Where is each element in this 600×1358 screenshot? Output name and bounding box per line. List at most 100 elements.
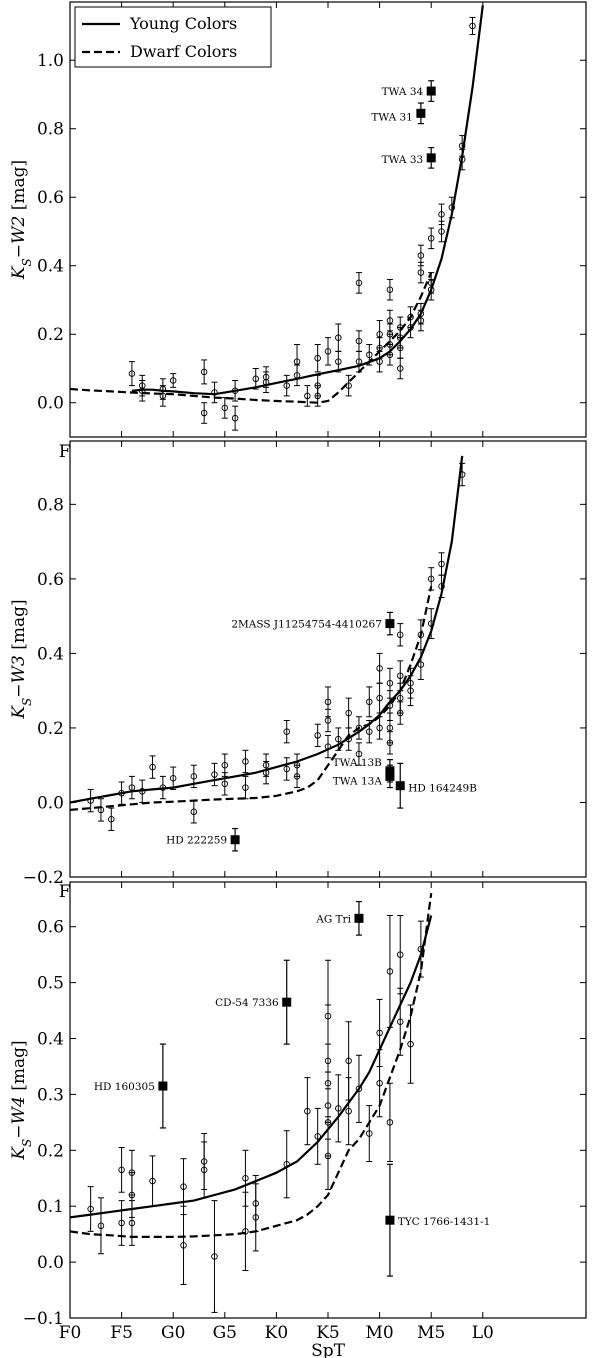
data-point xyxy=(97,806,105,814)
data-point xyxy=(252,1214,260,1221)
data-point xyxy=(221,780,229,788)
legend-box xyxy=(74,6,272,68)
data-point xyxy=(427,620,435,627)
plot-area xyxy=(70,893,433,1313)
data-point xyxy=(376,665,383,672)
legend-label: Dwarf Colors xyxy=(130,42,237,61)
data-point xyxy=(366,1130,373,1137)
data-point xyxy=(324,717,332,724)
data-point xyxy=(283,1161,290,1168)
data-point xyxy=(304,392,311,400)
data-point xyxy=(335,334,342,341)
plot-area xyxy=(70,5,484,431)
data-point xyxy=(386,317,394,324)
y-tick-label: 0.5 xyxy=(37,974,64,994)
data-point xyxy=(87,1205,94,1213)
data-point xyxy=(366,351,373,359)
data-point xyxy=(386,1119,394,1126)
y-tick-label: 0.4 xyxy=(37,644,64,664)
data-point xyxy=(376,724,383,732)
data-point xyxy=(396,694,404,702)
x-tick-label: M0 xyxy=(365,1323,393,1343)
data-point xyxy=(396,365,404,372)
named-point-marker xyxy=(385,771,395,781)
data-point xyxy=(293,358,301,365)
data-point xyxy=(345,1107,352,1115)
named-point-label: HD 160305 xyxy=(94,1081,155,1093)
plot-frame xyxy=(69,440,587,878)
data-point xyxy=(355,358,363,365)
data-point xyxy=(469,22,476,30)
named-point-marker xyxy=(158,1081,168,1091)
data-point xyxy=(87,797,94,804)
x-tick-label: K5 xyxy=(316,1323,340,1343)
data-point xyxy=(407,687,414,694)
named-point-label: TWA 34 xyxy=(382,86,424,98)
y-tick-label: 0.6 xyxy=(37,188,64,208)
data-point xyxy=(262,373,270,381)
y-tick-label: −0.2 xyxy=(23,868,64,888)
data-point xyxy=(427,235,435,242)
data-point xyxy=(211,389,218,396)
data-point xyxy=(335,1105,342,1112)
named-point-marker xyxy=(385,1215,395,1225)
y-axis-label: KS−W2 [mag] xyxy=(9,160,34,280)
data-point xyxy=(190,808,198,816)
data-point xyxy=(314,732,321,739)
data-point xyxy=(386,702,394,709)
named-point-label: CD-54 7336 xyxy=(215,997,279,1009)
named-point-label: AG Tri xyxy=(315,913,351,925)
data-point xyxy=(396,344,404,352)
data-point xyxy=(345,735,352,743)
data-point xyxy=(396,1018,404,1025)
data-point xyxy=(396,631,404,639)
y-tick-label: 0.0 xyxy=(37,1253,64,1273)
data-point xyxy=(169,377,177,384)
data-point xyxy=(242,1228,249,1235)
data-point xyxy=(345,1057,352,1065)
data-point xyxy=(211,771,218,778)
data-point xyxy=(180,1242,187,1249)
data-point xyxy=(386,724,394,732)
data-point xyxy=(417,252,425,259)
data-point xyxy=(448,204,456,211)
data-point xyxy=(417,945,425,953)
named-point-marker xyxy=(426,86,436,96)
data-point xyxy=(417,661,425,668)
data-point xyxy=(386,351,394,359)
data-point xyxy=(169,774,177,782)
data-point xyxy=(262,769,270,776)
data-point xyxy=(252,375,260,383)
y-tick-label: 0.8 xyxy=(37,495,64,515)
panel-ks-w2: F0F5G0G5K0K5M0M5L00.00.20.40.60.81.0KS−W… xyxy=(9,1,587,462)
data-point xyxy=(376,344,383,352)
data-point xyxy=(366,728,373,735)
data-point xyxy=(366,698,373,706)
y-tick-label: 0.0 xyxy=(37,793,64,813)
x-tick-label: G5 xyxy=(213,1323,237,1343)
data-point xyxy=(427,575,435,583)
data-point xyxy=(242,1175,249,1182)
y-tick-label: 0.2 xyxy=(37,719,64,739)
data-point xyxy=(345,382,352,389)
data-point xyxy=(345,709,352,717)
legend-label: Young Colors xyxy=(129,14,237,33)
x-axis-label: SpT xyxy=(311,1341,346,1358)
y-tick-label: 0.4 xyxy=(37,257,64,277)
data-point xyxy=(417,317,425,324)
data-point xyxy=(242,758,249,765)
data-point xyxy=(242,784,249,791)
panel-ks-w4: F0 F5 G0 G5 K0 K5 M0 M5 L0 −0.1 0.0 0.1 0.2 0.3 0.4 0.5… xyxy=(9,881,587,1358)
data-point xyxy=(128,1191,136,1199)
x-tick-label: M5 xyxy=(417,1323,445,1343)
named-point-label: TWA 31 xyxy=(371,111,413,123)
data-point xyxy=(97,1222,105,1230)
data-point xyxy=(108,815,115,823)
data-point xyxy=(458,156,466,163)
data-point xyxy=(386,679,394,687)
data-point xyxy=(128,784,136,791)
data-point xyxy=(118,1219,125,1227)
y-tick-label: 0.4 xyxy=(37,1030,64,1050)
data-point xyxy=(396,951,404,958)
